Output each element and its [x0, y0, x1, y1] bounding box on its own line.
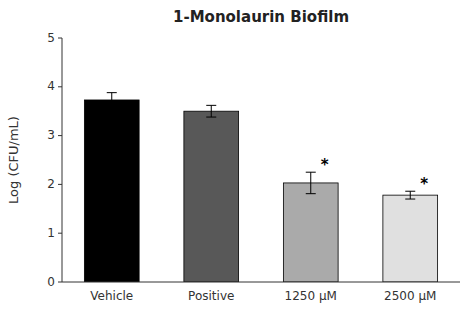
- y-tick-label: 0: [47, 275, 55, 289]
- error-cap: [206, 105, 216, 106]
- y-tick: [58, 38, 62, 39]
- plot-area: [84, 93, 437, 282]
- x-tick-label: 2500 μM: [384, 289, 436, 303]
- chart-container: 0 1 2 3 4 5 Vehicle Positive 1250 μM 2500 μM * * 1-M…: [0, 0, 474, 322]
- bar: [84, 100, 139, 282]
- y-tick-label: 3: [47, 128, 55, 142]
- error-bar: [107, 93, 117, 108]
- error-cap: [405, 191, 415, 192]
- x-tick-label: Positive: [188, 289, 234, 303]
- annotation: *: [321, 156, 329, 174]
- y-axis-line: [62, 38, 63, 282]
- title: 1-Monolaurin Biofilm: [173, 8, 349, 26]
- error-bar: [206, 105, 216, 117]
- y-tick: [58, 282, 62, 283]
- y-axis-label: Log (CFU/mL): [6, 116, 21, 204]
- error-cap: [107, 107, 117, 108]
- y-tick: [58, 184, 62, 185]
- error-stem: [211, 105, 212, 117]
- annotation: *: [420, 175, 428, 193]
- x-axis-line: [62, 282, 460, 283]
- y-tick-label: 2: [47, 177, 55, 191]
- chart-svg: 0 1 2 3 4 5 Vehicle Positive 1250 μM 2500 μM * * 1-M…: [0, 0, 474, 322]
- bar: [383, 195, 438, 282]
- error-cap: [405, 199, 415, 200]
- error-stem: [410, 191, 411, 199]
- y-tick: [58, 135, 62, 136]
- y-tick: [58, 86, 62, 87]
- bar: [283, 183, 338, 282]
- y-tick: [58, 233, 62, 234]
- y-tick-label: 5: [47, 31, 55, 45]
- error-cap: [206, 117, 216, 118]
- error-stem: [310, 172, 311, 193]
- error-cap: [306, 193, 316, 194]
- y-tick-label: 4: [47, 79, 55, 93]
- bar: [184, 111, 239, 282]
- error-bar: [405, 191, 415, 199]
- x-tick-label: 1250 μM: [285, 289, 337, 303]
- error-cap: [306, 172, 316, 173]
- error-cap: [107, 92, 117, 93]
- error-bar: [306, 172, 316, 193]
- x-tick-label: Vehicle: [90, 289, 133, 303]
- y-tick-label: 1: [47, 226, 55, 240]
- error-stem: [111, 93, 112, 108]
